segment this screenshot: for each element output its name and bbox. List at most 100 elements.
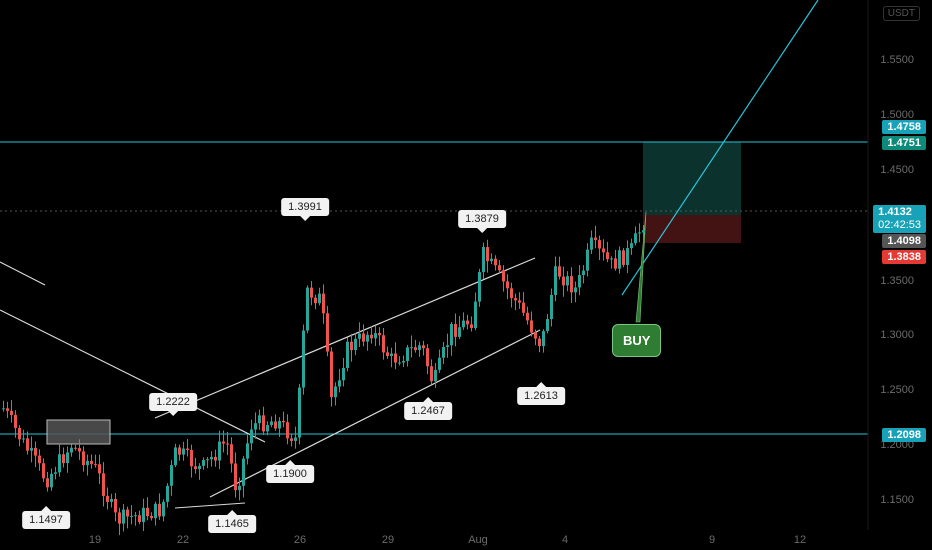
- take-profit-zone: [643, 142, 741, 215]
- candle-body: [622, 250, 625, 265]
- candle-body: [606, 252, 609, 260]
- candle-body: [446, 345, 449, 348]
- candle-body: [354, 338, 357, 351]
- y-tick-label: 1.2000: [880, 439, 914, 451]
- candle-body: [514, 298, 517, 301]
- bottom-trend-segment: [174, 502, 246, 509]
- price-callout[interactable]: 1.1900: [266, 460, 314, 483]
- price-callout[interactable]: 1.3991: [281, 198, 329, 221]
- candle-body: [630, 243, 633, 249]
- candle-body: [114, 498, 117, 513]
- support-price-tag: 1.2098: [882, 428, 926, 442]
- candle-body: [146, 507, 149, 516]
- candle-body: [538, 338, 541, 347]
- trend-line-lower[interactable]: [209, 329, 541, 498]
- candle-body: [258, 415, 261, 424]
- candle-body: [6, 408, 9, 411]
- candle-body: [398, 362, 401, 364]
- candle-body: [250, 429, 253, 444]
- candle-body: [486, 247, 489, 262]
- candle-body: [610, 258, 613, 260]
- candle-body: [242, 458, 245, 486]
- x-tick-label: Aug: [468, 534, 488, 546]
- candle-body: [482, 247, 485, 273]
- candle-body: [582, 270, 585, 276]
- candle-body: [414, 347, 417, 351]
- candle-body: [342, 368, 345, 381]
- candle-body: [70, 447, 73, 453]
- candle-body: [314, 297, 317, 304]
- candle-body: [426, 348, 429, 367]
- candle-body: [554, 266, 557, 295]
- candle-body: [54, 472, 57, 474]
- candle-body: [178, 447, 181, 455]
- price-callout[interactable]: 1.2467: [404, 397, 452, 420]
- y-tick-label: 1.1500: [880, 494, 914, 506]
- candle-body: [326, 313, 329, 352]
- candle-body: [226, 443, 229, 445]
- x-tick-label: 22: [176, 534, 190, 546]
- candle-body: [266, 424, 269, 432]
- buy-signal-label[interactable]: BUY: [612, 324, 662, 357]
- candle-body: [158, 503, 161, 517]
- candle-body: [634, 233, 637, 244]
- candle-body: [438, 357, 441, 370]
- currency-badge[interactable]: USDT: [882, 6, 920, 21]
- price-callout[interactable]: 1.2613: [517, 382, 565, 405]
- price-callout[interactable]: 1.1465: [208, 510, 256, 533]
- candle-body: [110, 498, 113, 502]
- candle-body: [614, 258, 617, 269]
- target-projection-line[interactable]: [621, 0, 819, 296]
- candle-body: [574, 287, 577, 293]
- candle-body: [454, 324, 457, 337]
- candle-body: [82, 451, 85, 466]
- candle-body: [34, 447, 37, 456]
- candle-body: [570, 276, 573, 293]
- candle-body: [22, 438, 25, 440]
- x-tick-label: 4: [561, 534, 569, 546]
- candle-body: [374, 333, 377, 339]
- candle-body: [194, 466, 197, 470]
- candle-body: [210, 456, 213, 460]
- candle-body: [102, 473, 105, 496]
- candle-body: [106, 495, 109, 502]
- price-callout[interactable]: 1.2222: [149, 393, 197, 416]
- candle-body: [294, 437, 297, 441]
- candle-body: [578, 275, 581, 288]
- trend-line-upper[interactable]: [154, 257, 536, 419]
- candle-body: [126, 509, 129, 517]
- candle-body: [162, 501, 165, 517]
- candle-body: [42, 463, 45, 479]
- candle-body: [418, 345, 421, 351]
- candle-body: [318, 293, 321, 304]
- y-tick-label: 1.2500: [880, 384, 914, 396]
- candle-body: [206, 459, 209, 461]
- candle-body: [518, 300, 521, 303]
- target-price-tag: 1.4758: [882, 120, 926, 134]
- downtrend-line[interactable]: [0, 309, 266, 443]
- resistance-price-tag: 1.4751: [882, 136, 926, 150]
- candle-body: [306, 287, 309, 331]
- candle-body: [466, 320, 469, 325]
- candle-body: [430, 366, 433, 382]
- price-callout[interactable]: 1.1497: [22, 506, 70, 529]
- candle-body: [378, 333, 381, 336]
- candle-body: [78, 448, 81, 452]
- candle-body: [270, 421, 273, 425]
- candle-body: [46, 478, 49, 488]
- price-callout[interactable]: 1.3879: [458, 210, 506, 233]
- candle-body: [346, 341, 349, 369]
- candle-body: [310, 287, 313, 298]
- consolidation-box[interactable]: [46, 419, 111, 445]
- stop-loss-zone: [643, 215, 741, 243]
- candle-body: [586, 249, 589, 271]
- candle-body: [2, 408, 5, 410]
- bar-countdown: 02:42:53: [878, 219, 921, 231]
- candle-body: [154, 503, 157, 519]
- candle-body: [14, 414, 17, 428]
- downtrend-line-short[interactable]: [0, 261, 46, 286]
- candle-body: [222, 441, 225, 444]
- x-tick-label: 29: [381, 534, 395, 546]
- candle-body: [230, 444, 233, 464]
